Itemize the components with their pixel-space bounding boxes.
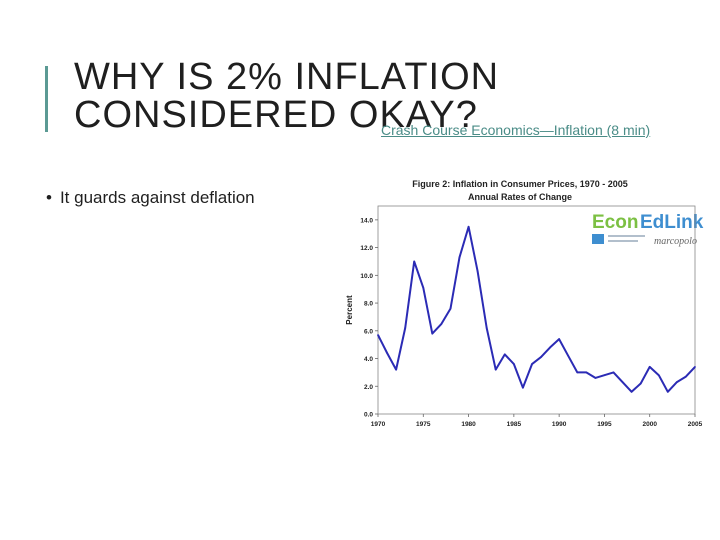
- data-point: [531, 363, 533, 365]
- x-tick-label: 2000: [642, 421, 657, 428]
- logo-marcopolo-text: marcopolo: [654, 236, 697, 247]
- data-point: [494, 368, 497, 371]
- data-point: [476, 270, 479, 272]
- data-point: [422, 287, 425, 289]
- data-point: [395, 368, 397, 371]
- y-tick-label: 8.0: [364, 301, 373, 308]
- y-tick-label: 2.0: [364, 384, 373, 391]
- inflation-chart: Figure 2: Inflation in Consumer Prices, …: [345, 179, 704, 428]
- x-tick-label: 1995: [597, 421, 612, 428]
- y-tick-label: 6.0: [364, 328, 373, 335]
- logo-econ-text: Econ: [592, 212, 638, 233]
- y-tick-label: 14.0: [360, 217, 373, 224]
- data-point: [513, 363, 515, 365]
- data-point: [549, 346, 551, 349]
- data-point: [630, 391, 633, 393]
- data-point: [648, 366, 651, 368]
- x-tick-label: 1980: [461, 421, 476, 428]
- bullet-item: • It guards against deflation: [46, 188, 255, 208]
- plot-frame: [377, 205, 696, 415]
- data-point: [612, 371, 615, 374]
- data-point: [540, 356, 542, 358]
- data-point: [639, 382, 642, 385]
- logo-edlink-text: EdLink: [640, 212, 704, 233]
- data-point: [576, 371, 579, 374]
- data-point: [386, 352, 388, 354]
- bullet-text: It guards against deflation: [59, 188, 255, 207]
- y-tick-label: 0.0: [364, 412, 373, 419]
- data-point: [676, 381, 678, 383]
- bullet-dot-icon: •: [46, 188, 52, 207]
- data-point: [413, 260, 416, 263]
- chart-series: [377, 225, 696, 393]
- chart-subtitle: Annual Rates of Change: [468, 192, 572, 202]
- slide-title: WHY IS 2% INFLATION CONSIDERED OKAY?: [74, 58, 499, 134]
- data-point: [694, 366, 696, 368]
- data-point: [504, 353, 506, 356]
- chart-title: Figure 2: Inflation in Consumer Prices, …: [412, 179, 628, 189]
- data-point: [558, 338, 560, 340]
- data-point: [685, 375, 687, 378]
- data-point: [431, 332, 434, 335]
- slide-title-line1: WHY IS 2% INFLATION: [74, 56, 500, 98]
- slide-title-line2: CONSIDERED OKAY?: [74, 94, 478, 136]
- econedlink-logo: Econ EdLink marcopolo: [592, 212, 704, 247]
- inflation-chart-figure: Figure 2: Inflation in Consumer Prices, …: [330, 172, 720, 430]
- y-tick-label: 4.0: [364, 356, 373, 363]
- data-point: [522, 386, 524, 389]
- crash-course-video-link[interactable]: Crash Course Economics—Inflation (8 min): [381, 122, 651, 138]
- logo-council-icon: [592, 234, 604, 244]
- data-point: [377, 334, 379, 336]
- x-tick-label: 1970: [371, 421, 386, 428]
- data-point: [621, 381, 624, 383]
- y-tick-label: 12.0: [360, 245, 373, 252]
- y-axis-label: Percent: [345, 295, 354, 325]
- data-point: [467, 226, 470, 228]
- data-point: [404, 327, 406, 329]
- x-tick-label: 1985: [507, 421, 522, 428]
- data-point: [585, 371, 588, 374]
- data-point: [440, 323, 443, 325]
- y-tick-label: 10.0: [360, 273, 373, 280]
- x-tick-label: 2005: [688, 421, 703, 428]
- series-line-inflation: [377, 225, 696, 393]
- data-point: [485, 327, 488, 329]
- data-point: [458, 256, 461, 259]
- data-point: [657, 374, 660, 376]
- data-point: [594, 377, 597, 379]
- x-tick-label: 1975: [416, 421, 431, 428]
- data-point: [449, 307, 452, 310]
- data-point: [567, 354, 569, 357]
- data-point: [667, 391, 669, 393]
- title-accent-bar: [45, 66, 48, 132]
- data-point: [603, 374, 606, 376]
- chart-axes: 0.0 2.0 4.0 6.0 8.0 10.0 12.0 14.0 1970 1975 1980 1…: [360, 205, 703, 428]
- x-tick-label: 1990: [552, 421, 567, 428]
